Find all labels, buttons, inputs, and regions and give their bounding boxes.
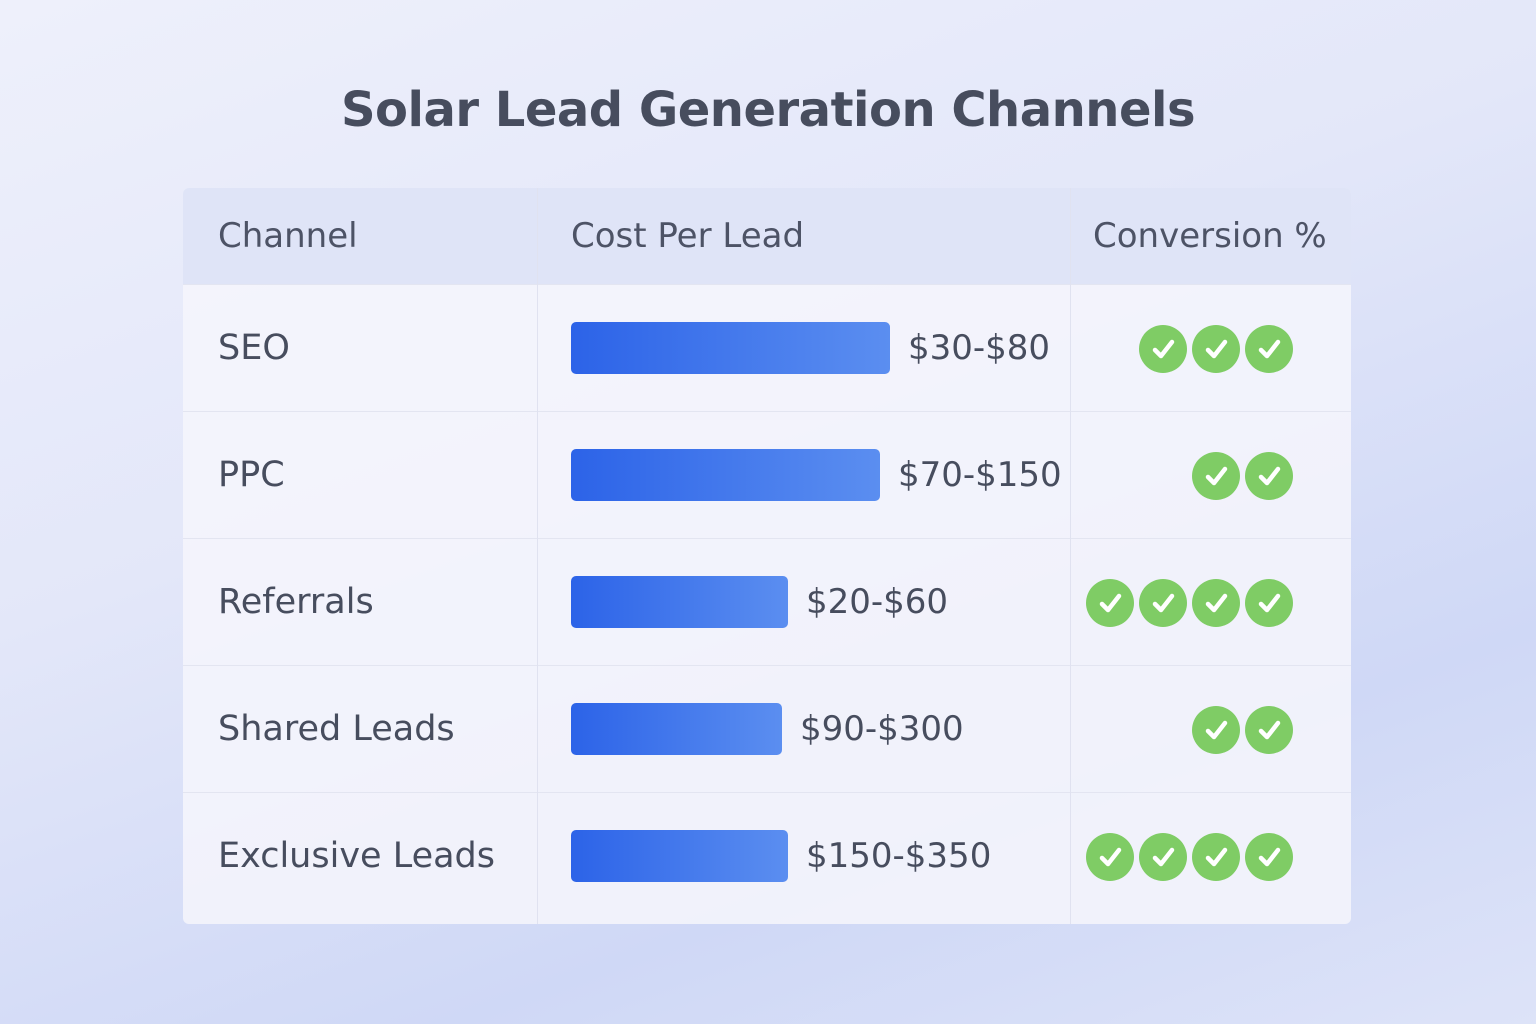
check-circle-icon [1139,325,1187,373]
header-conversion: Conversion % [1093,216,1327,256]
check-circle-icon [1192,325,1240,373]
cost-label: $70-$150 [898,455,1062,495]
header-channel: Channel [218,216,358,256]
column-divider [537,188,538,924]
check-circle-icon [1192,579,1240,627]
channels-table: Channel Cost Per Lead Conversion % SEO $… [183,188,1351,924]
conversion-rating [1086,579,1293,627]
cost-bar [571,830,788,882]
page-title: Solar Lead Generation Channels [340,82,1196,138]
cost-bar [571,322,890,374]
check-circle-icon [1245,325,1293,373]
channel-name: PPC [218,455,285,495]
check-circle-icon [1245,833,1293,881]
check-circle-icon [1192,706,1240,754]
check-circle-icon [1086,579,1134,627]
conversion-rating [1192,452,1293,500]
check-circle-icon [1139,579,1187,627]
check-circle-icon [1245,706,1293,754]
cost-bar [571,576,788,628]
cost-bar [571,449,880,501]
check-circle-icon [1086,833,1134,881]
table-row: Shared Leads $90-$300 [183,665,1351,793]
channel-name: Exclusive Leads [218,836,496,876]
cost-label: $30-$80 [908,328,1051,368]
cost-label: $150-$350 [806,836,992,876]
table-row: PPC $70-$150 [183,411,1351,539]
conversion-rating [1086,833,1293,881]
check-circle-icon [1245,579,1293,627]
channel-name: SEO [218,328,290,368]
check-circle-icon [1245,452,1293,500]
conversion-rating [1139,325,1293,373]
conversion-rating [1192,706,1293,754]
table-row: Exclusive Leads $150-$350 [183,792,1351,920]
channel-name: Shared Leads [218,709,455,749]
check-circle-icon [1139,833,1187,881]
check-circle-icon [1192,833,1240,881]
cost-label: $20-$60 [806,582,949,622]
table-row: Referrals $20-$60 [183,538,1351,666]
channel-name: Referrals [218,582,374,622]
check-circle-icon [1192,452,1240,500]
column-divider [1070,188,1071,924]
cost-bar [571,703,782,755]
header-cost: Cost Per Lead [571,216,805,256]
table-row: SEO $30-$80 [183,284,1351,412]
table-header: Channel Cost Per Lead Conversion % [183,188,1351,284]
cost-label: $90-$300 [800,709,964,749]
